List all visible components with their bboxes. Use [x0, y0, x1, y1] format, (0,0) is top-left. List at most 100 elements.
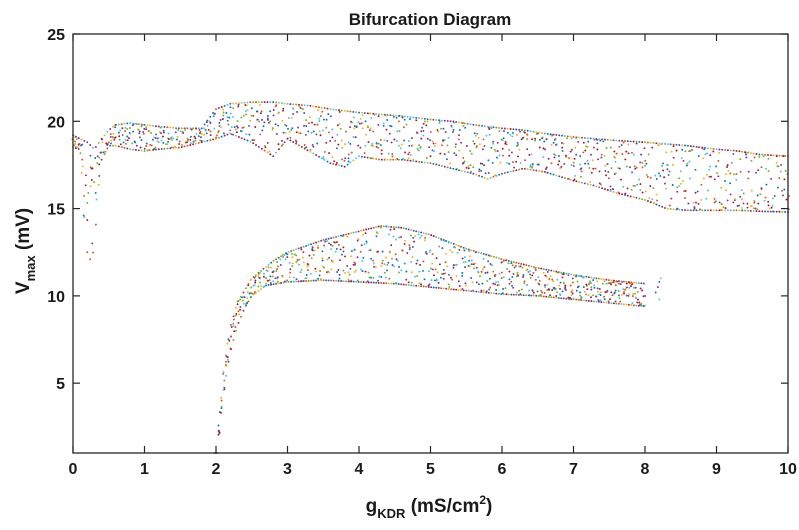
data-point [212, 138, 215, 141]
data-point [439, 276, 442, 279]
data-point [598, 170, 601, 173]
data-point [260, 110, 263, 113]
data-point [285, 281, 288, 284]
data-point [457, 138, 460, 141]
data-point [124, 126, 127, 129]
data-point [607, 300, 610, 303]
data-point [493, 148, 496, 151]
data-point [289, 268, 292, 271]
data-point [545, 138, 548, 141]
data-point [675, 149, 678, 152]
data-point [395, 226, 398, 229]
data-point [617, 167, 620, 170]
data-point [385, 256, 387, 259]
data-point [521, 266, 524, 269]
data-point [281, 275, 284, 278]
data-point [266, 117, 269, 120]
data-point [473, 142, 476, 145]
data-point [464, 266, 467, 269]
data-point [244, 104, 247, 107]
data-point [250, 296, 252, 299]
data-point [275, 132, 278, 135]
data-point [215, 134, 218, 137]
data-point [410, 229, 413, 232]
data-point [634, 296, 637, 299]
data-point [419, 145, 422, 148]
data-point [440, 287, 443, 290]
data-point [478, 168, 481, 171]
data-point [440, 127, 443, 130]
data-point [769, 210, 772, 213]
data-point [223, 104, 226, 107]
data-point [440, 165, 443, 167]
data-point [403, 262, 406, 265]
data-point [370, 276, 373, 279]
data-point [645, 173, 648, 176]
data-point [400, 236, 403, 238]
data-point [735, 149, 738, 152]
data-point [547, 269, 550, 272]
data-point [386, 263, 389, 266]
data-point [724, 180, 726, 182]
data-point [572, 136, 575, 138]
data-point [500, 277, 503, 280]
data-point [244, 110, 247, 112]
data-point [275, 104, 278, 107]
data-point [658, 298, 661, 301]
data-point [293, 253, 296, 256]
data-point [373, 265, 375, 268]
data-point [475, 146, 478, 149]
data-point [298, 263, 300, 266]
data-point [347, 160, 350, 163]
data-point [546, 283, 549, 286]
data-point [463, 256, 466, 259]
data-point [526, 133, 529, 136]
data-point [746, 206, 749, 209]
data-point [387, 225, 390, 228]
data-point [698, 209, 701, 212]
data-point [256, 118, 259, 121]
data-point [479, 275, 481, 278]
data-point [715, 165, 718, 168]
data-point [458, 248, 461, 251]
data-point [454, 146, 457, 149]
data-point [682, 159, 685, 162]
data-point [346, 235, 349, 238]
data-point [688, 160, 691, 163]
data-point [377, 146, 380, 149]
data-point [217, 107, 220, 109]
data-point [421, 126, 424, 129]
data-point [741, 207, 743, 209]
data-point [461, 274, 464, 277]
data-point [228, 339, 231, 342]
data-point [444, 131, 447, 134]
data-point [609, 139, 612, 141]
data-point [503, 130, 505, 133]
data-point [654, 174, 657, 177]
data-point [358, 155, 360, 158]
data-point [500, 258, 503, 260]
data-point [504, 141, 507, 143]
data-point [659, 277, 662, 280]
data-point [630, 188, 633, 191]
data-point [123, 122, 126, 125]
data-point [227, 360, 230, 363]
data-point [408, 144, 411, 147]
data-point [738, 204, 740, 207]
data-point [648, 197, 651, 200]
data-point [498, 173, 501, 176]
data-point [322, 118, 325, 121]
data-point [275, 101, 278, 104]
data-point [398, 266, 400, 268]
data-point [409, 159, 412, 162]
data-point [752, 210, 755, 212]
data-point [387, 261, 390, 264]
data-point [577, 274, 580, 277]
data-point [449, 120, 452, 123]
data-point [349, 110, 352, 113]
data-point [169, 137, 172, 140]
data-point [177, 127, 180, 130]
data-point [705, 197, 708, 200]
data-point [435, 236, 438, 238]
data-point [642, 282, 645, 285]
